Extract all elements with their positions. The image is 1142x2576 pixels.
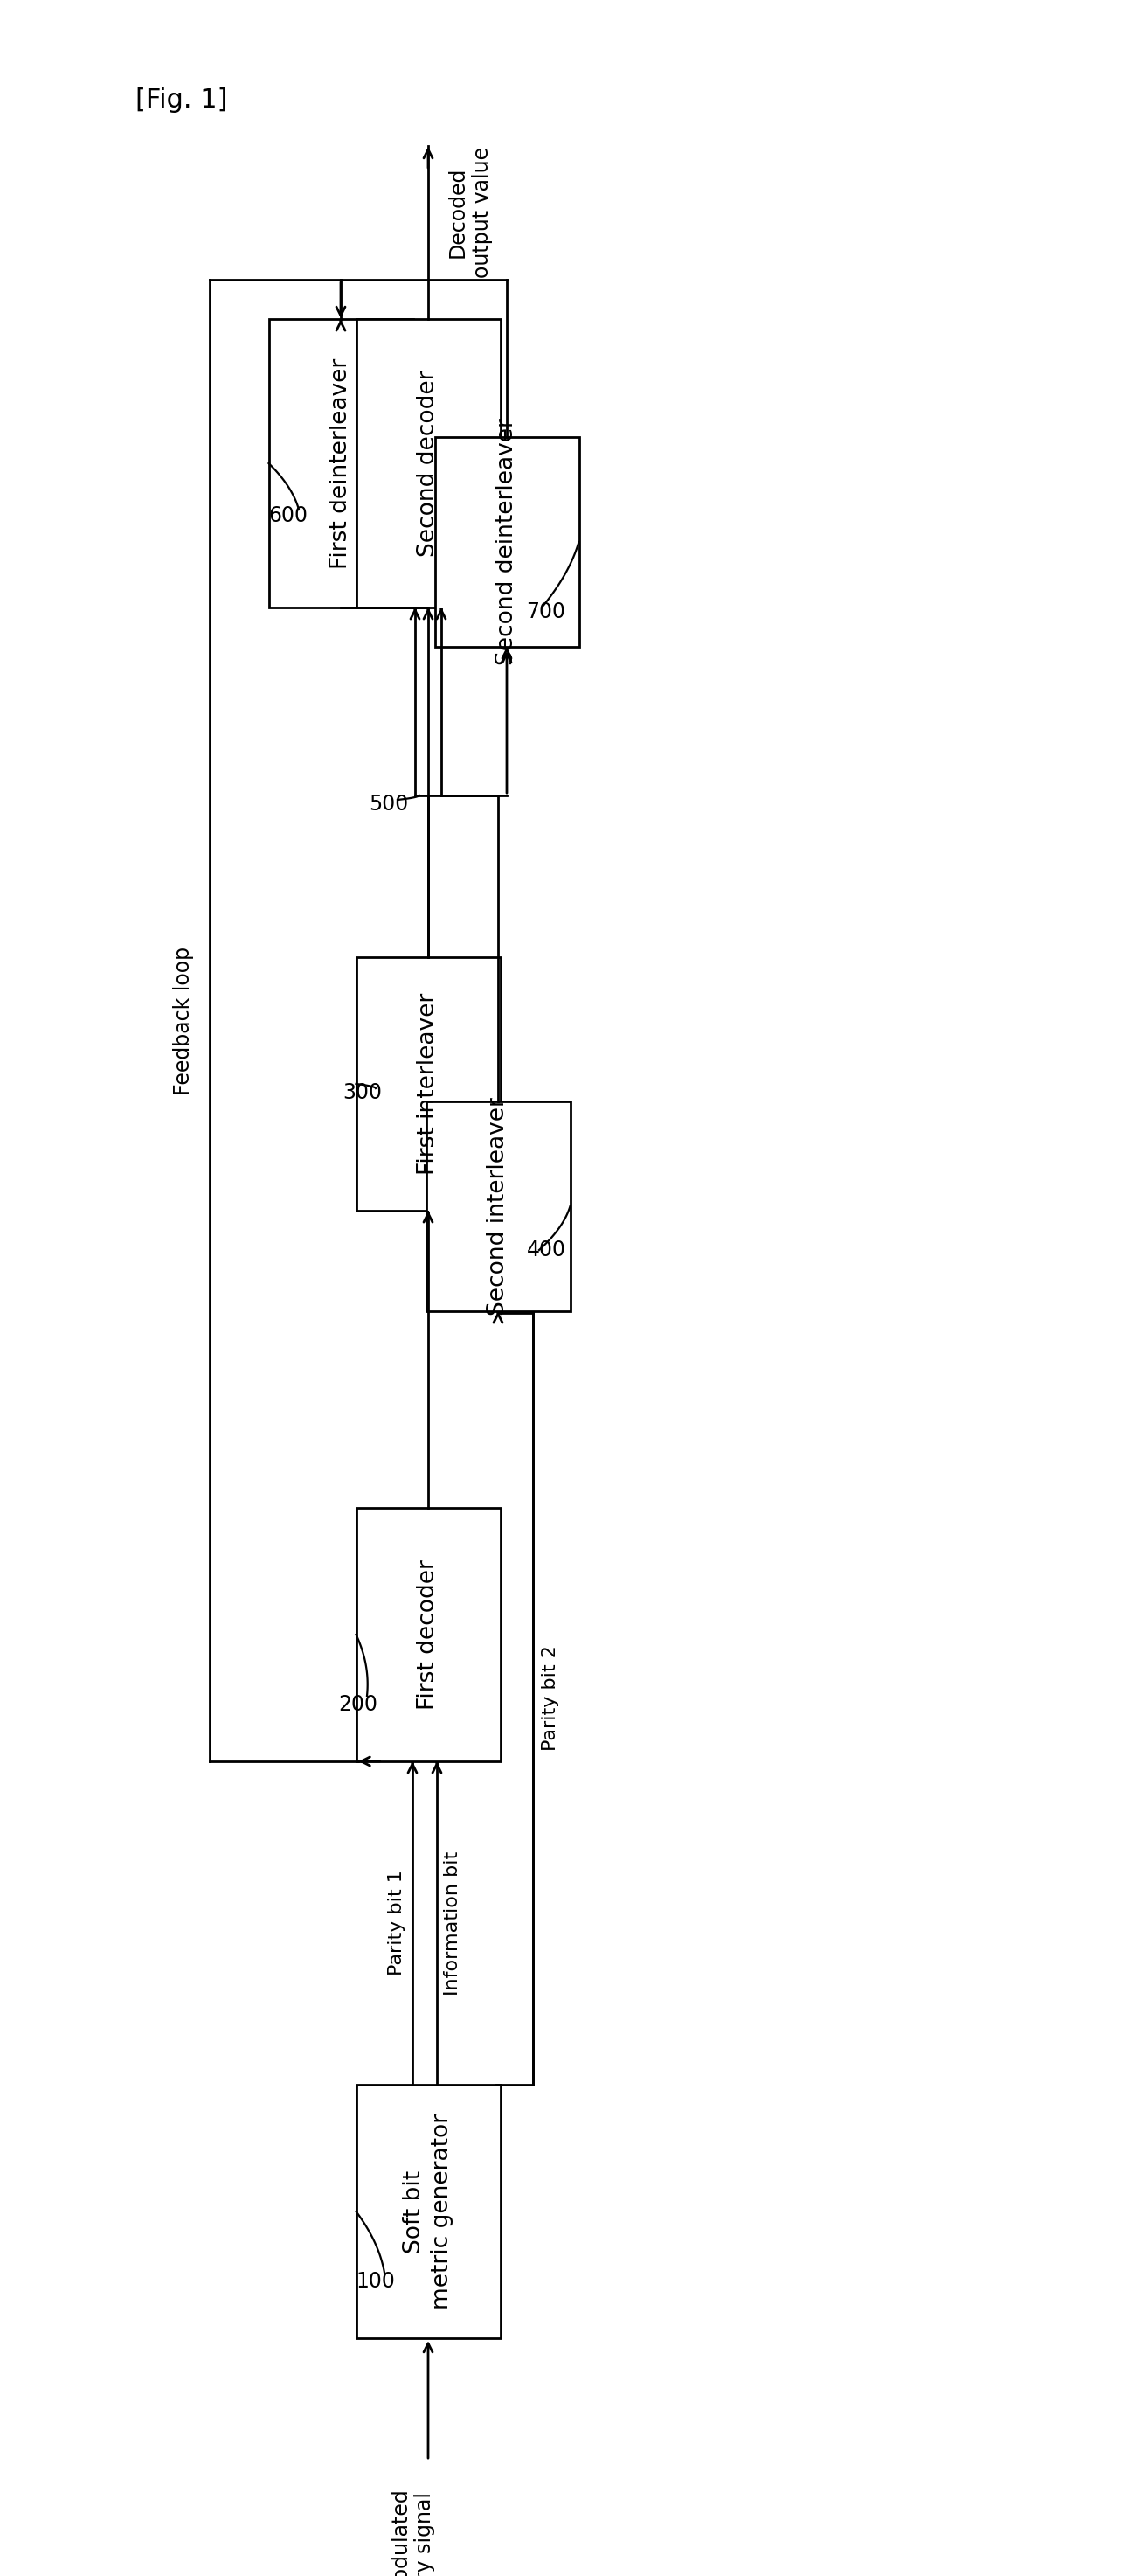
- Text: First interleaver: First interleaver: [417, 992, 440, 1175]
- Text: 400: 400: [526, 1239, 565, 1260]
- Text: Soft bit
metric generator: Soft bit metric generator: [403, 2112, 453, 2311]
- Text: 300: 300: [343, 1082, 383, 1103]
- Bar: [435, 438, 579, 647]
- Text: 500: 500: [369, 793, 409, 814]
- Bar: [356, 1507, 500, 1762]
- Bar: [356, 2084, 500, 2339]
- Text: First deinterleaver: First deinterleaver: [329, 358, 352, 569]
- Text: Demodulated
m-ary signal: Demodulated m-ary signal: [389, 2486, 435, 2576]
- Text: Second interleaver: Second interleaver: [486, 1097, 509, 1316]
- Bar: [426, 1103, 570, 1311]
- Text: 700: 700: [526, 600, 565, 623]
- Bar: [356, 958, 500, 1211]
- Bar: [268, 319, 413, 608]
- Bar: [356, 319, 500, 608]
- Text: Feedback loop: Feedback loop: [172, 945, 194, 1095]
- Text: 600: 600: [268, 505, 308, 526]
- Text: Information bit: Information bit: [444, 1850, 461, 1996]
- Text: 200: 200: [338, 1695, 378, 1716]
- Text: Second decoder: Second decoder: [417, 371, 440, 556]
- Text: Parity bit 2: Parity bit 2: [541, 1646, 560, 1752]
- Text: [Fig. 1]: [Fig. 1]: [136, 88, 227, 113]
- Text: Decoded
output value: Decoded output value: [448, 147, 492, 278]
- Text: Parity bit 1: Parity bit 1: [388, 1870, 405, 1976]
- Text: First decoder: First decoder: [417, 1558, 440, 1710]
- Text: Second deinterleaver: Second deinterleaver: [496, 417, 518, 665]
- Text: 100: 100: [356, 2272, 395, 2293]
